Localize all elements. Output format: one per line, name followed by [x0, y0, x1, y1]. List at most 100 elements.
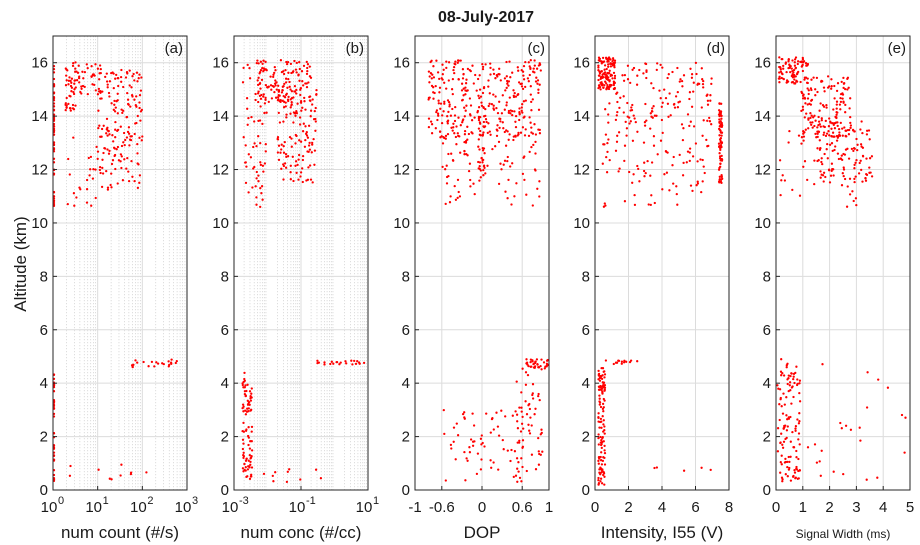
data-point: [651, 110, 654, 113]
data-point: [514, 114, 518, 118]
data-point: [467, 169, 471, 173]
data-point: [503, 108, 506, 111]
data-point: [538, 195, 541, 198]
data-point: [241, 81, 245, 84]
data-point: [658, 89, 661, 92]
data-point: [705, 138, 708, 142]
data-point: [597, 372, 601, 376]
data-point: [250, 115, 253, 119]
data-point: [820, 157, 823, 160]
data-point: [450, 88, 454, 91]
data-point: [853, 177, 856, 181]
data-point: [64, 67, 67, 70]
data-point: [777, 77, 781, 80]
data-point: [117, 159, 121, 162]
data-point: [444, 134, 448, 138]
data-point: [442, 68, 445, 71]
data-point: [477, 106, 481, 109]
data-point: [304, 132, 308, 136]
data-point: [719, 162, 722, 165]
data-point: [838, 134, 842, 137]
data-point: [601, 437, 604, 440]
data-point: [448, 105, 451, 108]
data-point: [441, 73, 444, 76]
data-point: [823, 90, 826, 93]
data-point: [599, 405, 603, 409]
data-point: [504, 190, 507, 193]
data-point: [814, 88, 817, 91]
data-point: [311, 98, 314, 101]
data-point: [678, 153, 681, 157]
data-point: [696, 182, 700, 185]
data-point: [247, 402, 250, 405]
data-point: [541, 450, 544, 453]
data-point: [483, 445, 486, 448]
data-point: [789, 479, 793, 482]
data-point: [597, 456, 601, 459]
data-point: [797, 432, 801, 435]
data-point: [649, 112, 652, 115]
data-point: [243, 462, 246, 466]
data-point: [835, 103, 838, 106]
data-point: [110, 186, 113, 189]
data-point: [660, 105, 663, 108]
data-point: [290, 103, 293, 106]
data-point: [597, 462, 600, 465]
data-point: [108, 133, 111, 136]
data-point: [688, 124, 691, 128]
y-tick-label: 10: [754, 215, 771, 232]
data-point: [598, 74, 601, 77]
data-point: [603, 483, 606, 486]
data-point: [453, 62, 456, 65]
data-point: [480, 104, 484, 107]
data-point: [528, 432, 532, 435]
data-point: [250, 449, 254, 452]
data-point: [121, 179, 125, 182]
data-point: [463, 450, 466, 454]
data-point: [689, 184, 693, 187]
data-point: [277, 144, 281, 147]
data-point: [298, 123, 302, 126]
data-point: [138, 174, 142, 177]
data-point: [638, 180, 641, 183]
data-point: [631, 139, 635, 142]
data-point: [801, 69, 805, 73]
data-point: [290, 100, 293, 104]
data-point: [145, 471, 148, 474]
y-tick-label: 4: [221, 375, 229, 392]
data-point: [783, 179, 787, 182]
data-point: [243, 393, 247, 396]
data-point: [105, 132, 108, 135]
data-point: [792, 377, 795, 381]
data-point: [432, 76, 436, 79]
data-point: [597, 369, 600, 373]
data-point: [508, 133, 511, 136]
data-point: [294, 111, 297, 115]
data-point: [74, 67, 77, 70]
data-point: [597, 416, 600, 420]
data-point: [810, 114, 813, 117]
data-point: [244, 144, 247, 147]
data-point: [72, 62, 75, 65]
data-point: [129, 105, 132, 108]
data-point: [528, 150, 531, 154]
data-point: [618, 106, 621, 110]
data-point: [99, 67, 102, 71]
data-point: [599, 441, 602, 444]
data-point: [530, 100, 533, 104]
data-point: [603, 451, 607, 455]
data-point: [70, 81, 73, 84]
data-point: [150, 360, 154, 364]
data-point: [492, 108, 496, 111]
data-point: [849, 115, 852, 119]
data-point: [809, 112, 812, 115]
data-point: [672, 182, 675, 185]
data-point: [242, 136, 245, 139]
data-point: [461, 98, 464, 102]
data-point: [518, 406, 521, 409]
x-tick-label: 10: [222, 499, 239, 516]
data-point: [784, 61, 788, 64]
data-point: [462, 72, 465, 76]
data-point: [436, 118, 439, 122]
x-tick-label: 0: [772, 499, 780, 516]
